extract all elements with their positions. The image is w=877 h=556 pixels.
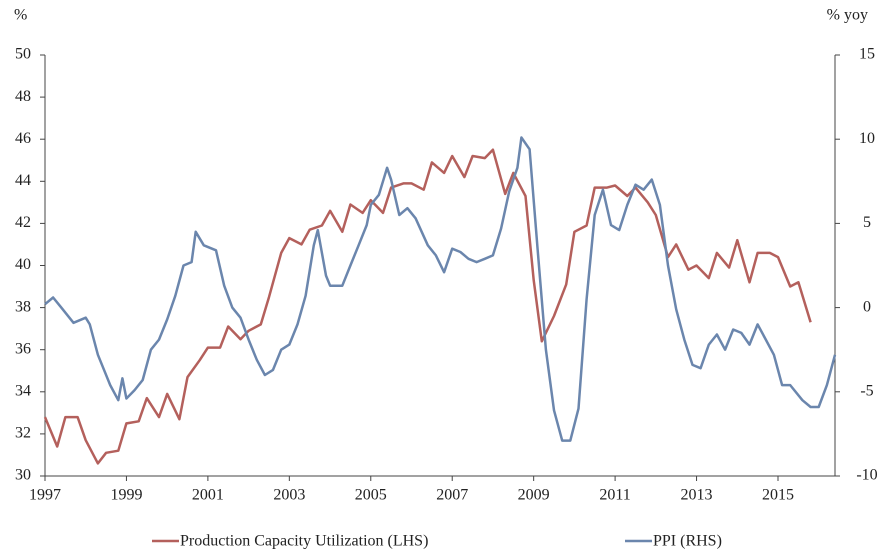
y-tick-label: 34 xyxy=(15,382,31,399)
legend-label: Production Capacity Utilization (LHS) xyxy=(180,533,428,550)
x-tick-label: 2007 xyxy=(436,487,468,504)
y-tick-label: 44 xyxy=(15,172,31,189)
y-tick-label: 38 xyxy=(15,298,31,315)
x-tick-label: 2003 xyxy=(273,487,305,504)
legend-label: PPI (RHS) xyxy=(653,533,722,550)
series-line xyxy=(43,148,812,465)
x-tick-label: 2005 xyxy=(355,487,387,504)
y-tick-label: 30 xyxy=(15,467,31,484)
x-tick-label: 1997 xyxy=(29,487,61,504)
y-tick-label: 46 xyxy=(15,130,31,147)
y-tick-label: 40 xyxy=(15,256,31,273)
x-tick-label: 2011 xyxy=(599,487,630,504)
y-tick-label: 32 xyxy=(15,425,31,442)
y-axis-label: % xyxy=(14,7,27,24)
series-line xyxy=(44,136,837,442)
y2-tick-label: -5 xyxy=(860,382,873,399)
y2-axis-label: % yoy xyxy=(827,7,868,24)
y-tick-label: 48 xyxy=(15,88,31,105)
y-tick-label: 42 xyxy=(15,214,31,231)
y2-tick-label: -10 xyxy=(856,467,877,484)
x-tick-label: 2015 xyxy=(762,487,794,504)
y2-tick-label: 10 xyxy=(859,130,875,147)
x-tick-label: 1999 xyxy=(110,487,142,504)
x-tick-label: 2013 xyxy=(681,487,713,504)
y2-tick-label: 0 xyxy=(863,298,871,315)
y2-tick-label: 15 xyxy=(859,46,875,63)
y2-tick-label: 5 xyxy=(863,214,871,231)
x-tick-label: 2001 xyxy=(192,487,224,504)
y-tick-label: 50 xyxy=(15,46,31,63)
x-tick-label: 2009 xyxy=(518,487,550,504)
y-tick-label: 36 xyxy=(15,340,31,357)
